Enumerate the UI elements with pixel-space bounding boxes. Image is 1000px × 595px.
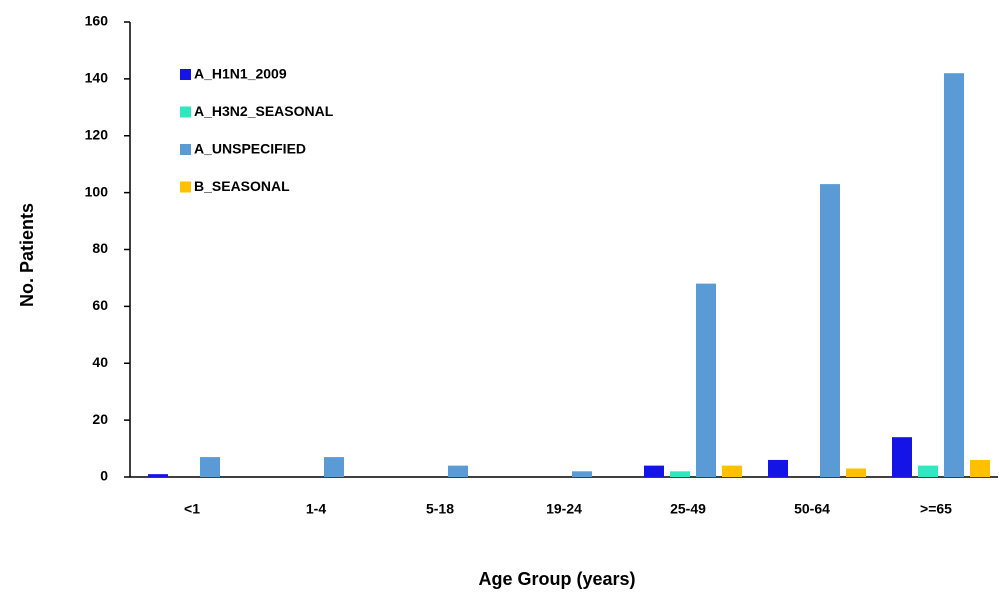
y-tick-label: 140 — [85, 70, 109, 86]
bar — [670, 471, 690, 477]
bar — [644, 465, 664, 477]
bar — [970, 459, 990, 477]
x-tick-label: 19-24 — [546, 501, 582, 517]
y-tick-label: 40 — [92, 354, 108, 370]
bar — [148, 474, 168, 477]
y-tick-label: 60 — [92, 297, 108, 313]
legend-swatch — [180, 69, 191, 80]
legend-swatch — [180, 106, 191, 118]
x-axis-title: Age Group (years) — [478, 569, 635, 589]
x-tick-label: <1 — [184, 501, 200, 517]
bar — [768, 459, 788, 477]
bar — [448, 465, 468, 477]
x-tick-label: 1-4 — [306, 501, 326, 517]
x-tick-label: 25-49 — [670, 501, 706, 517]
bar — [846, 468, 866, 477]
bar — [572, 471, 592, 477]
legend-label: B_SEASONAL — [194, 178, 290, 194]
bar — [918, 465, 938, 477]
y-tick-label: 0 — [100, 468, 108, 484]
bar — [696, 283, 716, 477]
legend-swatch — [180, 181, 191, 193]
x-tick-label: 50-64 — [794, 501, 830, 517]
y-tick-label: 100 — [85, 183, 109, 199]
bar — [722, 465, 742, 477]
x-tick-label: >=65 — [920, 501, 952, 517]
bar — [944, 73, 964, 477]
legend-label: A_H1N1_2009 — [194, 66, 287, 82]
legend-label: A_UNSPECIFIED — [194, 141, 306, 157]
legend-swatch — [180, 144, 191, 155]
y-tick-label: 120 — [85, 126, 109, 142]
legend-label: A_H3N2_SEASONAL — [194, 103, 334, 119]
bar — [820, 184, 840, 477]
y-tick-label: 80 — [92, 240, 108, 256]
x-tick-label: 5-18 — [426, 501, 454, 517]
y-tick-label: 20 — [92, 411, 108, 427]
y-axis-title: No. Patients — [17, 203, 37, 307]
bar — [892, 437, 912, 477]
bar — [324, 457, 344, 477]
y-tick-label: 160 — [85, 13, 109, 29]
bar — [200, 457, 220, 477]
